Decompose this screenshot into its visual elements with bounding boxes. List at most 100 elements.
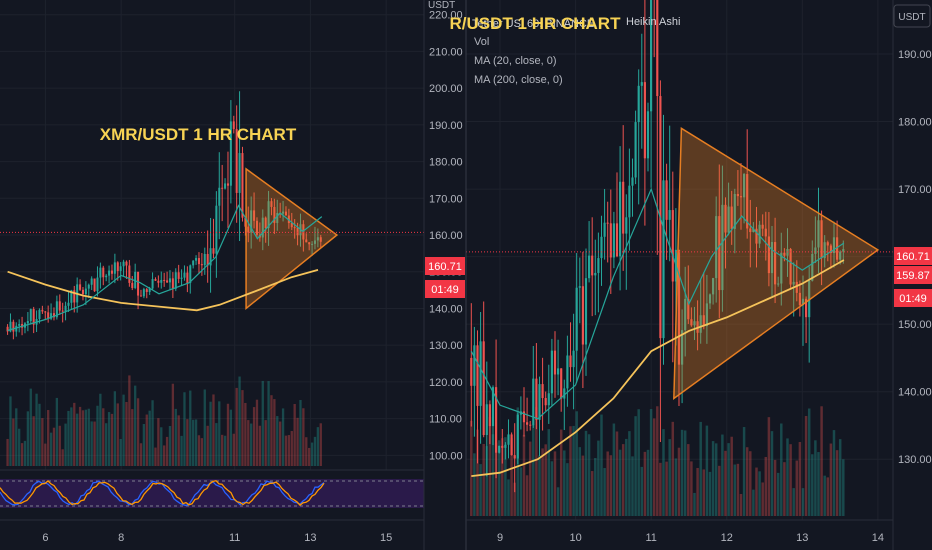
candle-body bbox=[743, 174, 746, 198]
ma200-line bbox=[7, 269, 319, 312]
candle-body bbox=[612, 223, 615, 258]
l-y-tick: 170.00 bbox=[429, 193, 463, 205]
volume-bar bbox=[206, 425, 209, 466]
right-axis-unit: USDT bbox=[898, 12, 925, 23]
candle-body bbox=[786, 248, 789, 256]
volume-bar bbox=[767, 417, 771, 516]
legend-ma200[interactable]: MA (200, close, 0) bbox=[474, 74, 563, 86]
candle-body bbox=[58, 301, 61, 311]
right-header-text: Heikin Ashi bbox=[626, 16, 680, 28]
candle-body bbox=[142, 289, 145, 297]
r-y-tick: 130.00 bbox=[898, 454, 932, 466]
volume-bar bbox=[739, 493, 743, 516]
volume-bar bbox=[764, 456, 768, 516]
volume-bar bbox=[814, 440, 817, 516]
left-countdown-tag bbox=[425, 280, 465, 298]
volume-bar bbox=[786, 438, 789, 516]
candle-body bbox=[842, 249, 845, 252]
volume-bar bbox=[817, 452, 820, 516]
candle-body bbox=[774, 242, 777, 285]
volume-bar bbox=[674, 458, 678, 516]
volume-bar bbox=[84, 409, 88, 466]
volume-bar bbox=[78, 406, 82, 466]
candle-body bbox=[93, 278, 96, 292]
volume-bar bbox=[832, 430, 836, 516]
volume-bar bbox=[139, 443, 143, 466]
volume-bar bbox=[745, 447, 749, 516]
volume-bar bbox=[563, 450, 566, 516]
candle-body bbox=[603, 222, 606, 237]
volume-bar bbox=[640, 466, 644, 516]
candle-body bbox=[302, 224, 305, 240]
volume-bar bbox=[501, 438, 504, 516]
legend-ma20[interactable]: MA (20, close, 0) bbox=[474, 55, 557, 67]
candle-body bbox=[693, 321, 696, 326]
volume-bar bbox=[32, 416, 35, 466]
r-x-tick: 9 bbox=[497, 532, 503, 544]
volume-bar bbox=[634, 416, 637, 516]
volume-bar bbox=[183, 392, 186, 466]
volume-bar bbox=[544, 444, 547, 516]
candle-body bbox=[287, 215, 290, 224]
volume-bar bbox=[776, 472, 780, 516]
volume-bar bbox=[305, 437, 308, 466]
volume-bar bbox=[820, 406, 823, 516]
candle-body bbox=[6, 326, 9, 332]
volume-bar bbox=[76, 413, 79, 466]
candle-body bbox=[270, 201, 273, 207]
left-chart-title: XMR/USDT 1 HR CHART bbox=[100, 125, 297, 144]
candle-body bbox=[637, 85, 640, 123]
candle-body bbox=[777, 283, 780, 285]
volume-bar bbox=[742, 427, 746, 516]
candle-body bbox=[535, 378, 538, 420]
candle-body bbox=[550, 350, 553, 394]
candle-body bbox=[87, 284, 90, 289]
volume-bar bbox=[200, 438, 204, 466]
volume-bar bbox=[296, 417, 299, 466]
volume-bar bbox=[261, 380, 264, 466]
volume-bar bbox=[223, 435, 227, 466]
candle-body bbox=[836, 237, 839, 260]
candle-body bbox=[811, 253, 814, 281]
volume-bar bbox=[612, 423, 616, 516]
volume-bar bbox=[770, 431, 774, 516]
r-x-tick: 13 bbox=[796, 532, 808, 544]
volume-bar bbox=[15, 408, 18, 466]
candle-body bbox=[532, 378, 535, 426]
candle-body bbox=[151, 279, 154, 289]
candle-body bbox=[606, 222, 609, 224]
right-price-value: 160.71 bbox=[896, 251, 930, 263]
candle-body bbox=[99, 267, 102, 278]
volume-bar bbox=[584, 430, 588, 516]
symmetrical-triangle bbox=[673, 126, 880, 400]
volume-bar bbox=[773, 459, 777, 516]
ma20-line bbox=[7, 204, 323, 332]
volume-bar bbox=[145, 414, 148, 466]
candle-body bbox=[148, 288, 151, 292]
legend-vol[interactable]: Vol bbox=[474, 36, 489, 48]
volume-bar bbox=[90, 421, 93, 466]
volume-bar bbox=[281, 408, 285, 466]
volume-bar bbox=[165, 436, 169, 466]
candle-body bbox=[105, 275, 108, 278]
right-axis-unit-badge[interactable] bbox=[893, 4, 931, 28]
candle-body bbox=[108, 270, 111, 276]
volume-bar bbox=[212, 394, 215, 466]
volume-bar bbox=[73, 402, 76, 466]
candle-body bbox=[832, 237, 836, 254]
l-y-tick: 110.00 bbox=[429, 414, 462, 426]
candle-body bbox=[547, 393, 550, 406]
r-x-tick: 10 bbox=[569, 532, 581, 544]
l-x-tick: 8 bbox=[118, 532, 124, 544]
candle-body bbox=[215, 205, 218, 254]
volume-bar bbox=[721, 434, 724, 516]
volume-bar bbox=[522, 434, 526, 516]
volume-bar bbox=[615, 431, 619, 516]
candle-body bbox=[761, 224, 764, 229]
left-price-tags: 160.71 01:49 USDT bbox=[425, 0, 465, 298]
volume-bar bbox=[273, 399, 276, 466]
r-x-tick: 14 bbox=[872, 532, 884, 544]
candle-body bbox=[488, 404, 491, 427]
candle-body bbox=[482, 341, 485, 436]
r-x-tick: 11 bbox=[645, 532, 656, 544]
